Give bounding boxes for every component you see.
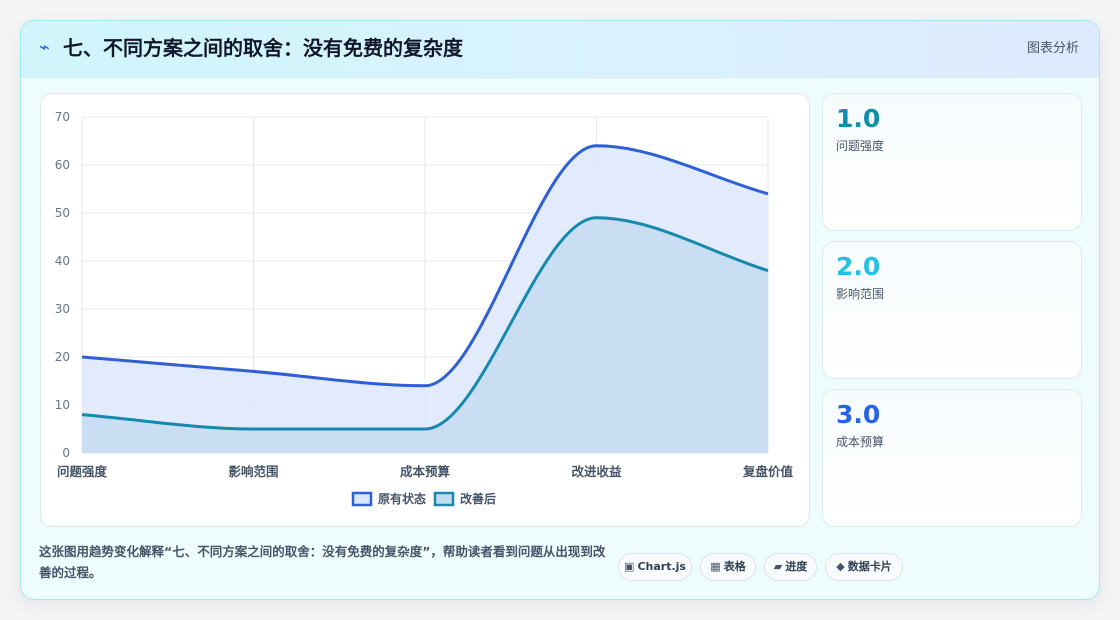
progress-icon: ▰ [773, 560, 783, 573]
stat-label: 问题强度 [836, 139, 885, 153]
report-card: ⌁ 七、不同方案之间的取舍：没有免费的复杂度 图表分析 0 10 20 30 40 50 6… [20, 20, 1100, 600]
y-tick-label: 30 [55, 302, 70, 316]
x-tick-label: 问题强度 [57, 464, 108, 479]
stat-value: 2.0 [836, 252, 881, 281]
x-tick-label: 影响范围 [228, 464, 278, 479]
legend-swatch [433, 491, 455, 507]
pill-label: 数据卡片 [847, 560, 892, 573]
stat-card-3: 3.0 成本预算 [822, 389, 1082, 527]
pill-table[interactable]: ▦ 表格 [700, 553, 756, 581]
stat-value: 3.0 [836, 400, 881, 429]
pill-label: Chart.js [637, 560, 686, 573]
legend-swatch [351, 491, 373, 507]
y-tick-label: 20 [55, 350, 70, 364]
chart-icon: ▣ [624, 560, 635, 573]
chart-panel: 0 10 20 30 40 50 60 70 问题强度 影响范围 成本预算 改进收益 复盘价值原有状态 改… [40, 93, 810, 527]
stat-label: 成本预算 [836, 435, 885, 449]
y-tick-label: 10 [55, 398, 70, 412]
series-area-2 [82, 217, 768, 453]
x-tick-label: 改进收益 [571, 464, 622, 479]
diamond-icon: ◆ [836, 560, 845, 573]
chart-description: 这张图用趋势变化解释“七、不同方案之间的取舍：没有免费的复杂度”，帮助读者看到问… [39, 544, 606, 580]
y-tick-label: 50 [55, 206, 70, 220]
pill-chartjs[interactable]: ▣ Chart.js [618, 553, 692, 581]
x-tick-label: 成本预算 [400, 464, 451, 479]
stat-value: 1.0 [836, 104, 881, 133]
y-tick-label: 40 [55, 254, 70, 268]
stat-card-1: 1.0 问题强度 [822, 93, 1082, 231]
lightning-icon: ⌁ [39, 37, 50, 58]
pill-data-card[interactable]: ◆ 数据卡片 [825, 553, 903, 581]
series-line-1 [81, 144, 769, 388]
stat-label: 影响范围 [836, 287, 885, 301]
card-header: ⌁ 七、不同方案之间的取舍：没有免费的复杂度 图表分析 [21, 21, 1099, 78]
legend-label: 原有状态 [378, 491, 426, 506]
stat-card-2: 2.0 影响范围 [822, 241, 1082, 379]
y-tick-label: 0 [62, 446, 70, 460]
table-icon: ▦ [710, 560, 721, 573]
pill-label: 进度 [785, 560, 808, 573]
page-title: 七、不同方案之间的取舍：没有免费的复杂度 [63, 36, 463, 60]
x-tick-label: 复盘价值 [742, 464, 794, 479]
chart-analysis-tag: 图表分析 [1026, 41, 1079, 56]
series-line-2 [81, 216, 769, 431]
y-tick-label: 70 [55, 110, 70, 124]
pill-label: 表格 [723, 560, 746, 573]
y-tick-label: 60 [55, 158, 70, 172]
pill-progress[interactable]: ▰ 进度 [764, 553, 817, 581]
legend-label: 改善后 [460, 491, 496, 506]
